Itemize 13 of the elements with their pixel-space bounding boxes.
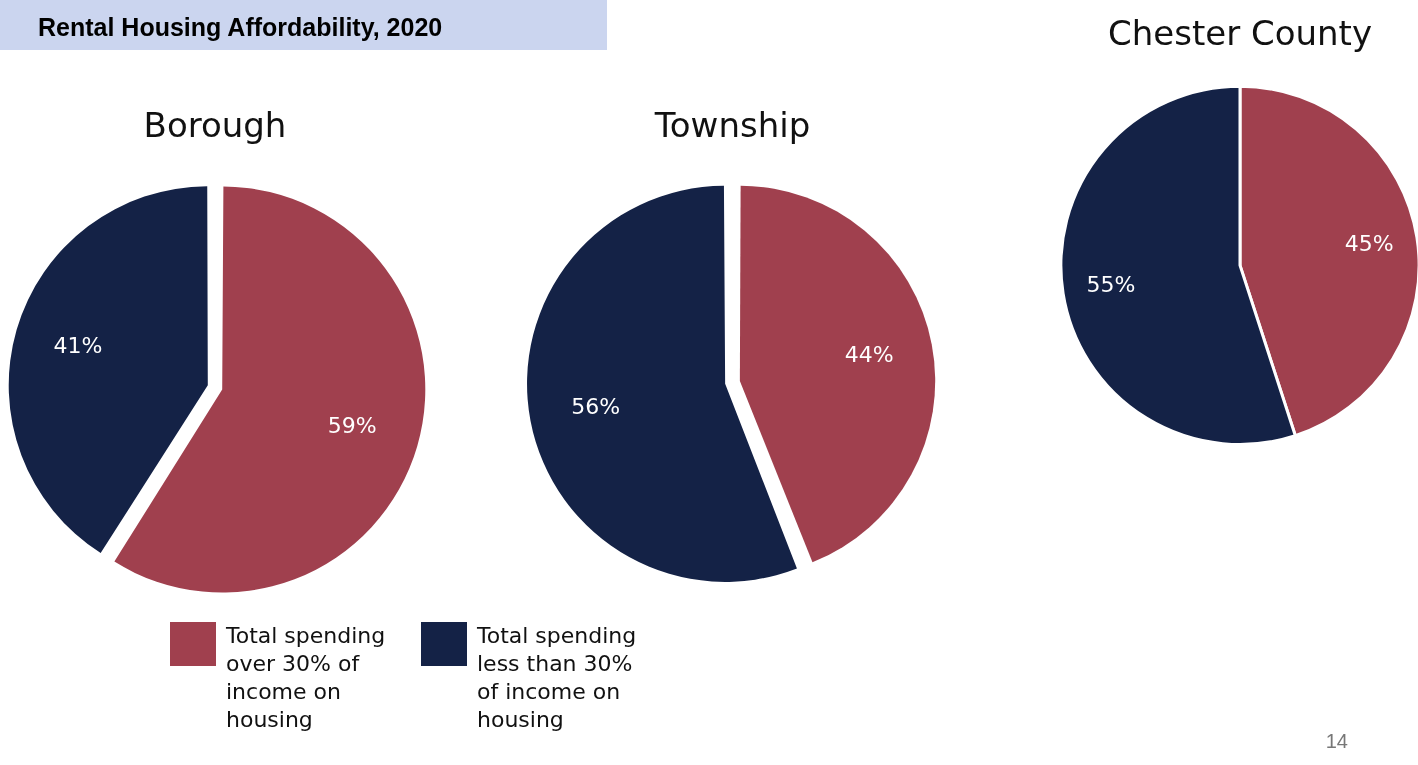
data-label: 56% xyxy=(571,394,621,420)
legend-label: Total spending over 30% of income on housing xyxy=(226,622,387,734)
data-label: 55% xyxy=(1086,271,1136,297)
legend-label: Total spending less than 30% of income on housing xyxy=(477,622,638,734)
data-label: 44% xyxy=(844,342,894,368)
chart-title: Township xyxy=(653,105,811,146)
data-label: 41% xyxy=(53,333,103,359)
chart-title: Chester County xyxy=(1107,13,1373,54)
data-label: 59% xyxy=(327,412,377,438)
text: Rental Housing Affordability, 2020 xyxy=(0,0,607,50)
chart-title: Borough xyxy=(143,105,287,146)
text: 14 xyxy=(1325,730,1348,753)
data-label: 45% xyxy=(1344,230,1394,256)
